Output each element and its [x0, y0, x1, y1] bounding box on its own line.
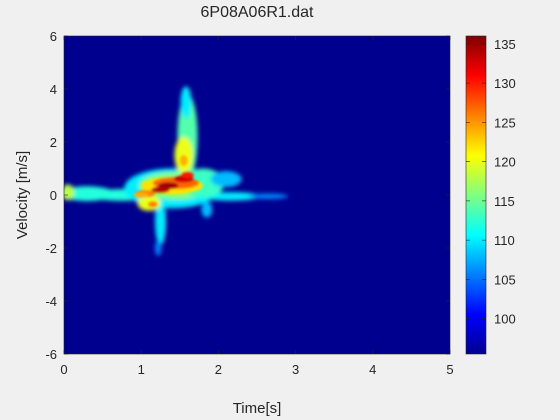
colorbar-tick-label: 130: [494, 76, 516, 91]
heat-blob: [64, 184, 75, 201]
x-tick-label: 1: [138, 362, 145, 377]
x-tick-label: 4: [369, 362, 376, 377]
heat-core: [133, 192, 149, 198]
heatmap-core-layer: [133, 155, 203, 207]
heat-blob: [249, 193, 288, 199]
heat-core: [151, 186, 170, 193]
x-tick-label: 0: [60, 362, 67, 377]
y-axis: 6 4 2 0 -2 -4 -6: [45, 29, 450, 362]
heat-blob: [201, 201, 213, 218]
heat-core: [181, 171, 194, 179]
colorbar-ticks: 135 130 125 120 115 110 105 100: [466, 37, 516, 327]
x-axis: 0 1 2 3 4 5: [60, 36, 454, 377]
y-tick-label: -6: [45, 347, 57, 362]
colorbar-tick-label: 135: [494, 37, 516, 52]
heat-blob: [180, 86, 192, 119]
heatmap-layer: [64, 86, 288, 256]
colorbar-tick-label: 115: [494, 194, 515, 209]
colorbar-tick-label: 100: [494, 312, 516, 327]
y-tick-label: 2: [50, 135, 57, 150]
heat-core: [148, 201, 158, 207]
y-tick-label: -2: [45, 241, 57, 256]
colorbar: [465, 35, 487, 355]
x-tick-label: 5: [446, 362, 453, 377]
heat-blob: [210, 171, 242, 188]
colorbar-tick-label: 110: [494, 233, 515, 248]
chart-title: 6P08A06R1.dat: [200, 4, 314, 21]
x-tick-label: 3: [292, 362, 299, 377]
colorbar-tick-label: 125: [494, 115, 516, 130]
heat-blob: [155, 197, 166, 246]
y-tick-label: -4: [45, 294, 57, 309]
colorbar-tick-label: 120: [494, 155, 516, 170]
y-tick-label: 0: [50, 188, 57, 203]
y-tick-label: 6: [50, 29, 57, 44]
x-tick-label: 2: [215, 362, 222, 377]
heat-blob: [174, 136, 193, 174]
heat-blob: [155, 240, 162, 256]
heat-core: [179, 155, 188, 166]
y-tick-label: 4: [50, 82, 57, 97]
y-axis-label: Velocity [m/s]: [14, 151, 31, 239]
x-axis-label: Time[s]: [233, 400, 282, 417]
colorbar-tick-label: 105: [494, 272, 516, 287]
